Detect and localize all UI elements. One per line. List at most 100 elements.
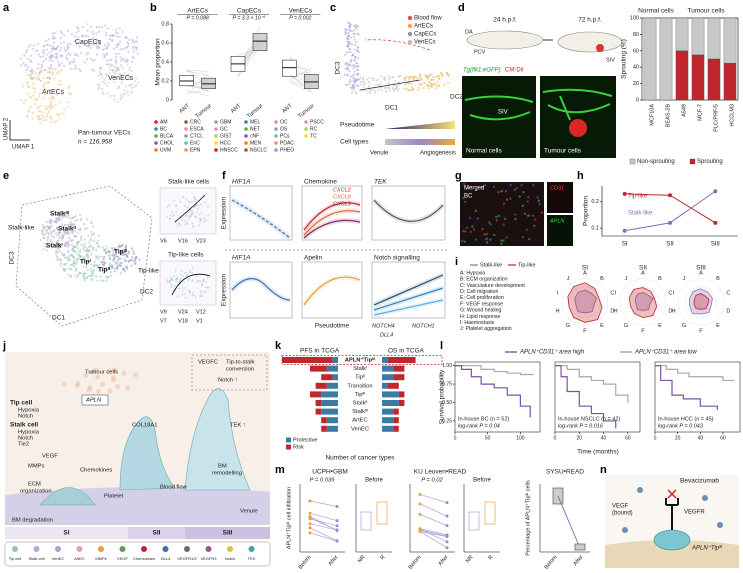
cell-dot <box>57 247 60 250</box>
cell-dot <box>68 223 72 226</box>
cell-dot <box>62 233 65 237</box>
legend-label: TEK <box>248 556 256 561</box>
cell-dot <box>61 381 67 387</box>
cell-dot <box>97 74 100 77</box>
cell-dot <box>371 79 374 82</box>
cell-dot <box>40 70 43 73</box>
bar <box>326 382 338 389</box>
cell-dot <box>66 53 69 56</box>
paired-line <box>186 70 209 72</box>
cell-dot <box>170 285 173 288</box>
cell-dot <box>112 47 116 50</box>
stain-dot <box>505 236 508 239</box>
cell-dot <box>353 70 356 73</box>
cell-dot <box>407 76 410 79</box>
cell-dot <box>346 35 349 38</box>
cell-dot <box>350 88 353 91</box>
cell-dot <box>197 279 199 282</box>
cell-dot <box>95 39 99 42</box>
cell-dot <box>42 111 45 114</box>
cell-dot <box>97 239 100 242</box>
cell-dot <box>446 73 449 76</box>
cell-dot <box>81 35 84 38</box>
cell-dot <box>19 99 23 102</box>
cell-dot <box>115 261 118 264</box>
cell-dot <box>123 251 126 254</box>
legend-label: GBM <box>220 119 231 125</box>
radar-axis-label: I <box>557 291 559 297</box>
cell-dot <box>348 83 351 86</box>
cell-dot <box>130 91 133 94</box>
cell-dot <box>92 225 95 228</box>
bar <box>643 17 657 101</box>
cell-dot <box>356 32 359 35</box>
cell-dot <box>411 88 414 91</box>
cell-dot <box>73 35 76 38</box>
legend-icon <box>55 546 61 552</box>
cell-dot <box>65 256 68 259</box>
cell-dot <box>90 263 93 266</box>
cell-dot <box>50 220 53 223</box>
cell-dot <box>364 81 367 84</box>
cell-dot <box>166 279 168 282</box>
cell-dot <box>189 215 192 217</box>
paired-line <box>419 531 448 537</box>
cell-dot <box>116 255 119 258</box>
cell-dot <box>46 53 49 56</box>
cell-dot <box>373 89 376 92</box>
x-tick-label: 50 <box>485 435 491 441</box>
cell-dot <box>416 76 419 79</box>
cell-dot <box>97 244 100 247</box>
cell-dot <box>98 266 102 269</box>
cell-dot <box>87 241 90 244</box>
x-tick-label: MCF10A <box>649 104 655 126</box>
legend-label: APLN⁺CD31⁺ area high <box>519 349 585 356</box>
tumour-cells <box>596 44 604 52</box>
cell-dot <box>183 204 186 207</box>
cell-dot <box>360 83 363 86</box>
row-label: Stalkᴵᴵᴵ <box>352 408 368 415</box>
cell-dot <box>70 244 74 247</box>
cell-dot <box>63 41 66 44</box>
cell-dot <box>184 297 187 299</box>
cell-dot <box>349 59 352 62</box>
cell-dot <box>67 273 70 276</box>
cell-dot <box>104 34 108 37</box>
cell-dot <box>374 91 377 94</box>
paired-line <box>309 512 338 521</box>
cell-dot <box>124 46 127 50</box>
legend-dot <box>244 127 248 131</box>
radar-title: SIII <box>696 265 706 272</box>
legend-swatch <box>689 158 696 165</box>
blood-flow-arrow <box>364 39 431 51</box>
cell-dot <box>201 295 204 297</box>
cell-dot <box>58 211 61 214</box>
cell-dot <box>422 87 425 90</box>
label: DC3 <box>335 61 342 74</box>
cell-dot <box>42 83 45 86</box>
cell-dot <box>191 210 194 212</box>
cell-dot <box>91 30 94 33</box>
cell-dot <box>83 373 89 379</box>
cell-dot <box>181 293 184 296</box>
cell-dot <box>92 274 95 277</box>
cell-dot <box>66 251 70 254</box>
x-tick-label: Before <box>408 554 423 570</box>
cell-dot <box>105 75 108 78</box>
cell-dot <box>194 204 197 207</box>
cell-dot <box>58 49 62 52</box>
cell-dot <box>86 275 89 278</box>
cell-dot <box>77 30 80 33</box>
stain-dot <box>484 238 488 241</box>
cell-dot <box>73 250 76 253</box>
panel-letter: d <box>458 2 465 14</box>
cell-dot <box>188 206 191 209</box>
point <box>445 524 449 528</box>
cell-dot <box>55 219 58 222</box>
legend-dot <box>154 120 158 124</box>
stain-dot <box>540 211 543 214</box>
cell-dot <box>79 272 83 275</box>
cell-dot <box>66 105 69 108</box>
cell-dot <box>181 287 184 289</box>
cell-dot <box>51 37 54 40</box>
